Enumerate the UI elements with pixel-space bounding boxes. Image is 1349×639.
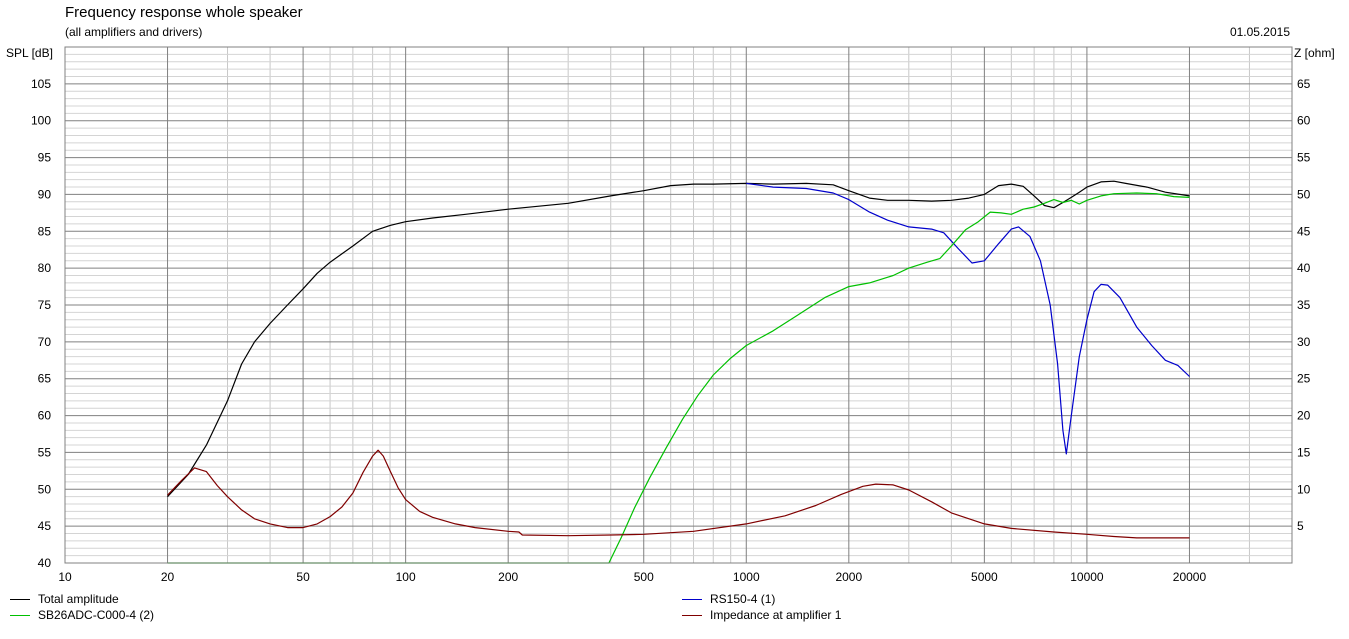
grid-lines [64,47,1292,563]
chart-title: Frequency response whole speaker [65,4,303,21]
y2-tick-label: 15 [1297,445,1311,459]
y2-tick-label: 65 [1297,77,1311,91]
legend-item-impedance: Impedance at amplifier 1 [682,608,841,622]
x-tick-label: 5000 [971,570,998,584]
y-tick-label: 95 [38,151,52,165]
series-line-sb26adc-c000-4-2 [167,192,1190,564]
legend-item-sb26adc: SB26ADC-C000-4 (2) [10,608,154,622]
x-tick-label: 20000 [1173,570,1207,584]
legend-item-rs150: RS150-4 (1) [682,592,775,606]
y2-tick-label: 35 [1297,298,1311,312]
x-tick-label: 10000 [1070,570,1104,584]
y-tick-label: 70 [38,335,52,349]
y2-tick-label: 20 [1297,409,1311,423]
y-tick-label: 40 [38,556,52,570]
y-tick-label: 60 [38,409,52,423]
y-tick-label: 80 [38,261,52,275]
series-line-impedance-at-amplifier-1 [167,449,1190,539]
x-tick-label: 20 [161,570,175,584]
y-tick-label: 55 [38,445,52,459]
chart-subtitle: (all amplifiers and drivers) [65,25,203,39]
y2-tick-label: 55 [1297,151,1311,165]
y2-axis-label: Z [ohm] [1294,46,1335,60]
chart-date: 01.05.2015 [1229,25,1290,39]
y2-tick-label: 50 [1297,187,1311,201]
series-line-total-amplitude [167,180,1190,498]
y-tick-label: 65 [38,372,52,386]
y2-tick-label: 5 [1297,519,1304,533]
y-tick-label: 50 [38,482,52,496]
y2-tick-label: 40 [1297,261,1311,275]
x-tick-label: 500 [634,570,654,584]
x-tick-label: 50 [296,570,310,584]
legend-label: Total amplitude [38,592,119,606]
y2-tick-label: 30 [1297,335,1311,349]
legend-swatch [10,598,30,600]
y-tick-label: 90 [38,187,52,201]
legend-label: Impedance at amplifier 1 [710,608,842,622]
y-tick-label: 105 [31,77,51,91]
x-tick-label: 10 [58,570,72,584]
series-lines [167,180,1190,564]
legend-label: RS150-4 (1) [710,592,776,606]
legend-swatch [10,614,30,616]
legend-swatch [682,598,702,600]
legend-item-total-amplitude: Total amplitude [10,592,119,606]
y-tick-label: 85 [38,224,52,238]
y2-tick-label: 60 [1297,114,1311,128]
tick-labels: 10 20 50 100 200 500 1000 2000 5000 10000 20000 40 4… [31,77,1311,584]
y2-tick-label: 45 [1297,224,1311,238]
y2-tick-label: 10 [1297,482,1311,496]
series-line-rs150-4-1 [746,182,1190,455]
y-tick-label: 75 [38,298,52,312]
y-tick-label: 45 [38,519,52,533]
y-tick-label: 100 [31,114,51,128]
y-axis-label: SPL [dB] [6,46,53,60]
legend-label: SB26ADC-C000-4 (2) [38,608,155,622]
y2-tick-label: 25 [1297,372,1311,386]
x-tick-label: 2000 [835,570,862,584]
x-tick-label: 200 [498,570,518,584]
x-tick-label: 100 [396,570,416,584]
x-tick-label: 1000 [733,570,760,584]
legend-swatch [682,614,702,616]
plot-frame [64,46,1293,564]
